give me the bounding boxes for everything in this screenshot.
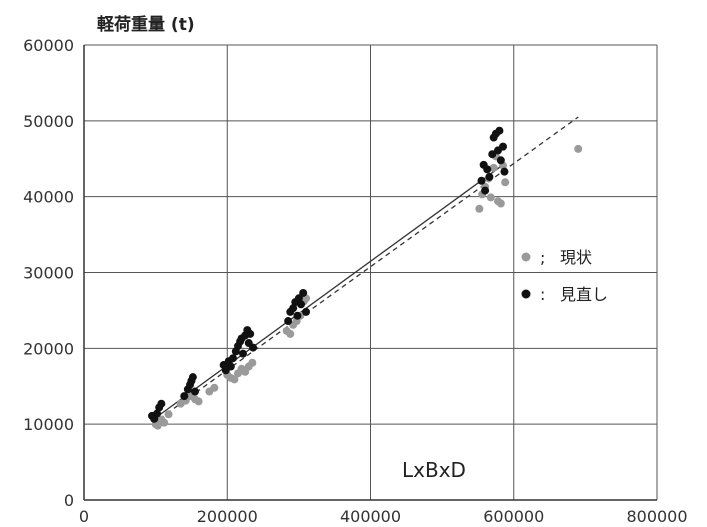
data-point-genjo <box>153 421 162 430</box>
trendline-genjo <box>151 116 579 425</box>
x-tick-label: 200000 <box>197 507 258 526</box>
data-point-minaoshi <box>496 156 505 165</box>
y-tick-label: 30000 <box>23 264 74 283</box>
data-point-genjo <box>496 199 505 208</box>
y-tick-labels: 0 10000 20000 30000 40000 50000 60000 <box>23 36 74 510</box>
data-point-genjo <box>501 178 510 187</box>
data-point-genjo <box>194 397 203 406</box>
data-point-minaoshi <box>249 343 258 352</box>
data-point-minaoshi <box>228 354 237 363</box>
data-point-minaoshi <box>293 311 302 320</box>
data-point-genjo <box>230 375 239 384</box>
y-tick-label: 50000 <box>23 112 74 131</box>
trendline-minaoshi <box>151 164 504 421</box>
data-point-minaoshi <box>246 329 255 338</box>
x-tick-labels: 0 200000 400000 600000 800000 <box>79 507 688 526</box>
legend-marker-minaoshi <box>521 289 531 299</box>
data-point-minaoshi <box>188 373 197 382</box>
data-point-genjo <box>164 410 173 419</box>
data-points <box>148 126 583 430</box>
plot-frame <box>83 45 657 501</box>
y-tick-label: 10000 <box>23 415 74 434</box>
annotation-lxbxd: LxBxD <box>402 458 466 482</box>
y-tick-label: 60000 <box>23 36 74 55</box>
data-point-minaoshi <box>239 349 248 358</box>
data-point-minaoshi <box>191 387 200 396</box>
data-point-genjo <box>286 329 295 338</box>
data-point-genjo <box>486 193 495 202</box>
data-point-minaoshi <box>485 172 494 181</box>
y-tick-label: 40000 <box>23 188 74 207</box>
legend: ; 現状 : 見直し <box>521 248 608 304</box>
data-point-minaoshi <box>180 392 189 401</box>
x-tick-label: 0 <box>79 507 89 526</box>
data-point-minaoshi <box>294 294 303 303</box>
data-point-minaoshi <box>499 142 508 151</box>
data-point-minaoshi <box>483 165 492 174</box>
data-point-minaoshi <box>477 176 486 185</box>
data-point-minaoshi <box>289 304 298 313</box>
y-axis-title: 軽荷重量 (t) <box>97 14 195 35</box>
data-point-minaoshi <box>284 317 293 326</box>
legend-marker-genjo <box>521 252 531 262</box>
data-point-genjo <box>160 418 169 427</box>
data-point-minaoshi <box>299 288 308 297</box>
data-point-genjo <box>475 204 484 213</box>
data-point-minaoshi <box>226 362 235 371</box>
y-tick-label: 20000 <box>23 339 74 358</box>
data-point-minaoshi <box>153 409 162 418</box>
x-tick-label: 800000 <box>626 507 687 526</box>
legend-label-genjo: 現状 <box>560 248 592 267</box>
y-tick-label: 0 <box>64 491 74 510</box>
data-point-minaoshi <box>495 126 504 135</box>
x-tick-label: 400000 <box>340 507 401 526</box>
data-point-minaoshi <box>297 300 306 309</box>
data-point-minaoshi <box>488 150 497 159</box>
legend-separator-minaoshi: : <box>540 285 545 304</box>
data-point-minaoshi <box>481 186 490 195</box>
data-point-minaoshi <box>302 307 311 316</box>
legend-label-minaoshi: 見直し <box>560 285 608 304</box>
data-point-genjo <box>210 383 219 392</box>
data-point-minaoshi <box>500 167 509 176</box>
x-tick-label: 600000 <box>483 507 544 526</box>
trendlines <box>151 116 579 425</box>
data-point-minaoshi <box>157 399 166 408</box>
gridlines <box>83 44 658 501</box>
data-point-genjo <box>489 163 498 172</box>
data-point-genjo <box>248 358 257 367</box>
legend-separator-genjo: ; <box>540 248 545 267</box>
data-point-genjo <box>574 144 583 153</box>
